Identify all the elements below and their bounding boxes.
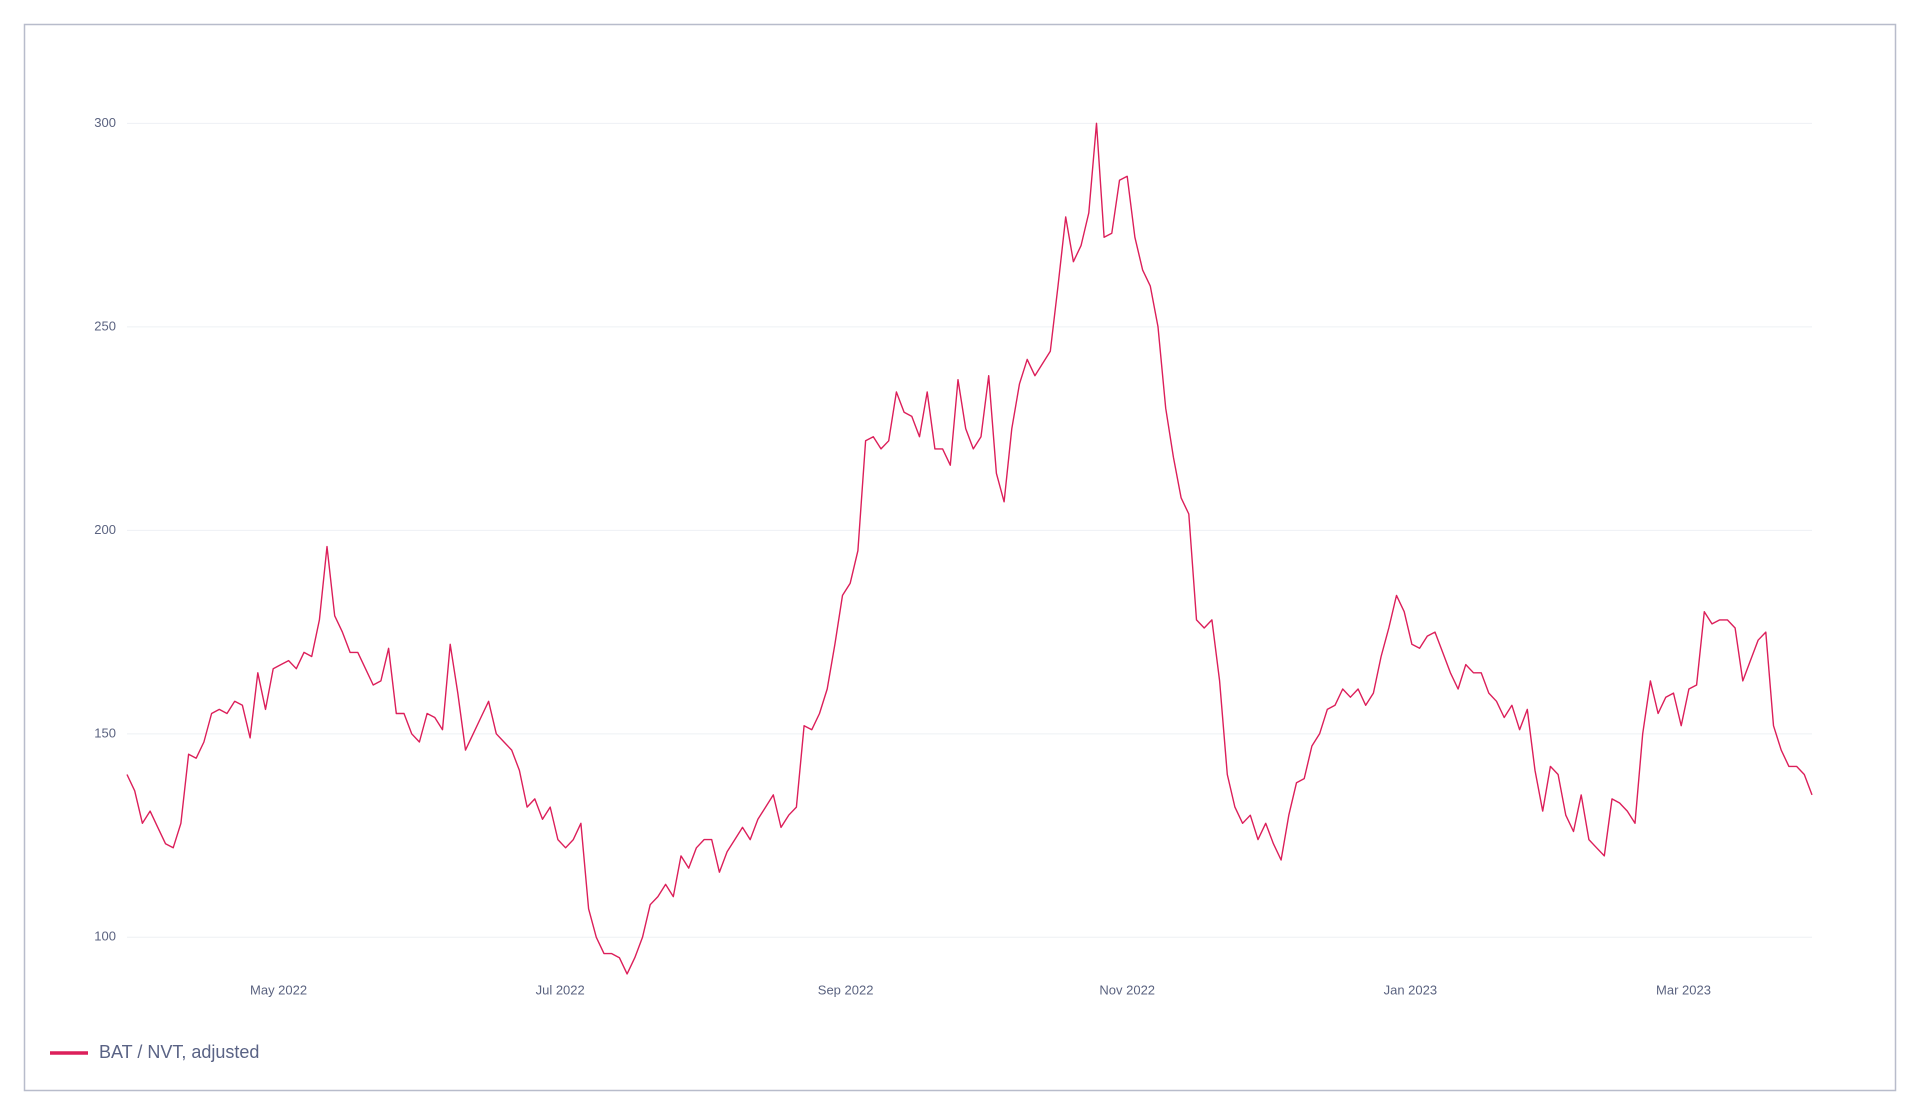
y-tick-label: 250	[94, 318, 116, 333]
x-tick-label: Nov 2022	[1099, 982, 1155, 997]
legend-text: BAT / NVT, adjusted	[99, 1042, 259, 1062]
y-tick-label: 150	[94, 725, 116, 740]
line-series	[126, 122, 1813, 975]
x-tick-label: May 2022	[250, 982, 307, 997]
x-tick-label: Jan 2023	[1384, 982, 1438, 997]
y-tick-label: 100	[94, 929, 116, 944]
x-tick-label: Mar 2023	[1656, 982, 1711, 997]
x-tick-label: Sep 2022	[818, 982, 874, 997]
y-tick-label: 300	[94, 115, 116, 130]
y-tick-label: 200	[94, 522, 116, 537]
frame	[23, 23, 1897, 1092]
x-tick-label: Jul 2022	[536, 982, 585, 997]
